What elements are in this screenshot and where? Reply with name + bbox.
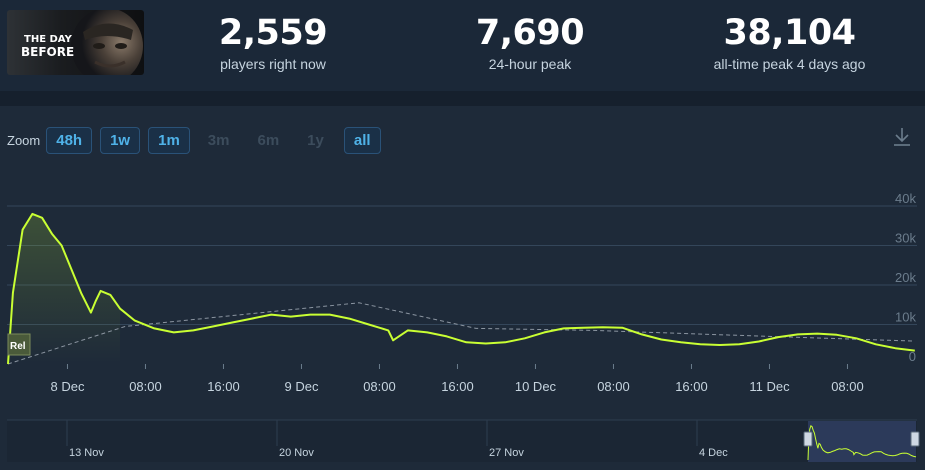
chart-gridlines [7, 205, 917, 325]
y-tick-label: 40k [895, 191, 916, 206]
navigator-handle-left[interactable] [803, 431, 813, 447]
zoom-3m-button: 3m [207, 131, 230, 149]
all-time-peak-value: 38,104 [723, 13, 856, 53]
x-tick-label: 11 Dec [749, 379, 790, 394]
navigator-series [807, 424, 917, 461]
x-tick-label: 08:00 [363, 379, 396, 394]
y-tick-label: 10k [895, 310, 916, 325]
navigator-handle-right[interactable] [910, 431, 920, 447]
capsule-title-line1: THE DAY [24, 34, 73, 45]
navigator-tick-label: 27 Nov [489, 447, 524, 459]
range-navigator[interactable]: 13 Nov 20 Nov 27 Nov 4 Dec [7, 419, 920, 462]
zoom-1y-button: 1y [307, 131, 324, 149]
x-tick-label: 16:00 [441, 379, 474, 394]
zoom-1w-button[interactable]: 1w [100, 126, 141, 154]
x-tick-label: 08:00 [831, 379, 864, 394]
stats-header: THE DAY BEFORE 2,559 players right now 7… [0, 0, 925, 91]
navigator-tick-label: 20 Nov [279, 447, 314, 459]
current-players-label: players right now [220, 56, 326, 72]
series-area [8, 213, 121, 364]
stat-24h-peak: 7,690 24-hour peak [455, 12, 605, 72]
zoom-controls: Zoom 48h 1w 1m 3m 6m 1y all [7, 126, 389, 154]
navigator-ticks: 13 Nov 20 Nov 27 Nov 4 Dec [66, 420, 728, 459]
zoom-6m-button: 6m [257, 131, 280, 149]
header-divider [0, 91, 925, 106]
current-players-value: 2,559 [218, 13, 328, 53]
x-axis-ticks: 8 Dec 08:00 16:00 9 Dec 08:00 16:00 10 Dec 08:0… [50, 364, 864, 394]
y-tick-label: 20k [895, 270, 916, 285]
x-tick-label: 9 Dec [284, 379, 318, 394]
navigator-tick-label: 4 Dec [699, 447, 728, 459]
stat-current-players: 2,559 players right now [198, 12, 348, 72]
game-capsule-image[interactable]: THE DAY BEFORE [7, 10, 144, 75]
x-tick-label: 16:00 [675, 379, 708, 394]
capsule-title-line2: BEFORE [21, 45, 74, 59]
chart-panel [0, 106, 925, 470]
zoom-all-button[interactable]: all [343, 126, 381, 154]
y-tick-label: 30k [895, 231, 916, 246]
chart-series [7, 212, 915, 365]
y-axis-ticks: 40k 30k 20k 10k 0 [895, 191, 916, 364]
all-time-peak-label: all-time peak 4 days ago [713, 56, 866, 72]
y-tick-label: 0 [909, 349, 916, 364]
peak-24h-value: 7,690 [475, 13, 585, 53]
download-icon[interactable] [892, 126, 912, 148]
zoom-1m-button[interactable]: 1m [148, 126, 190, 154]
peak-24h-label: 24-hour peak [488, 56, 572, 72]
x-tick-label: 08:00 [129, 379, 162, 394]
zoom-48h-button[interactable]: 48h [46, 126, 93, 154]
zoom-label: Zoom [7, 132, 41, 148]
navigator-selection[interactable] [808, 421, 916, 462]
x-tick-label: 08:00 [597, 379, 630, 394]
series-players-line [7, 212, 915, 365]
release-marker-label: Rel [10, 341, 26, 352]
x-tick-label: 8 Dec [50, 379, 84, 394]
x-tick-label: 10 Dec [515, 379, 557, 394]
capsule-artwork: THE DAY BEFORE [7, 10, 144, 75]
series-trend-line [7, 302, 915, 365]
release-marker[interactable]: Rel [7, 333, 31, 356]
x-tick-label: 16:00 [207, 379, 240, 394]
navigator-tick-label: 13 Nov [69, 447, 104, 459]
stat-all-time-peak: 38,104 all-time peak 4 days ago [692, 12, 887, 72]
